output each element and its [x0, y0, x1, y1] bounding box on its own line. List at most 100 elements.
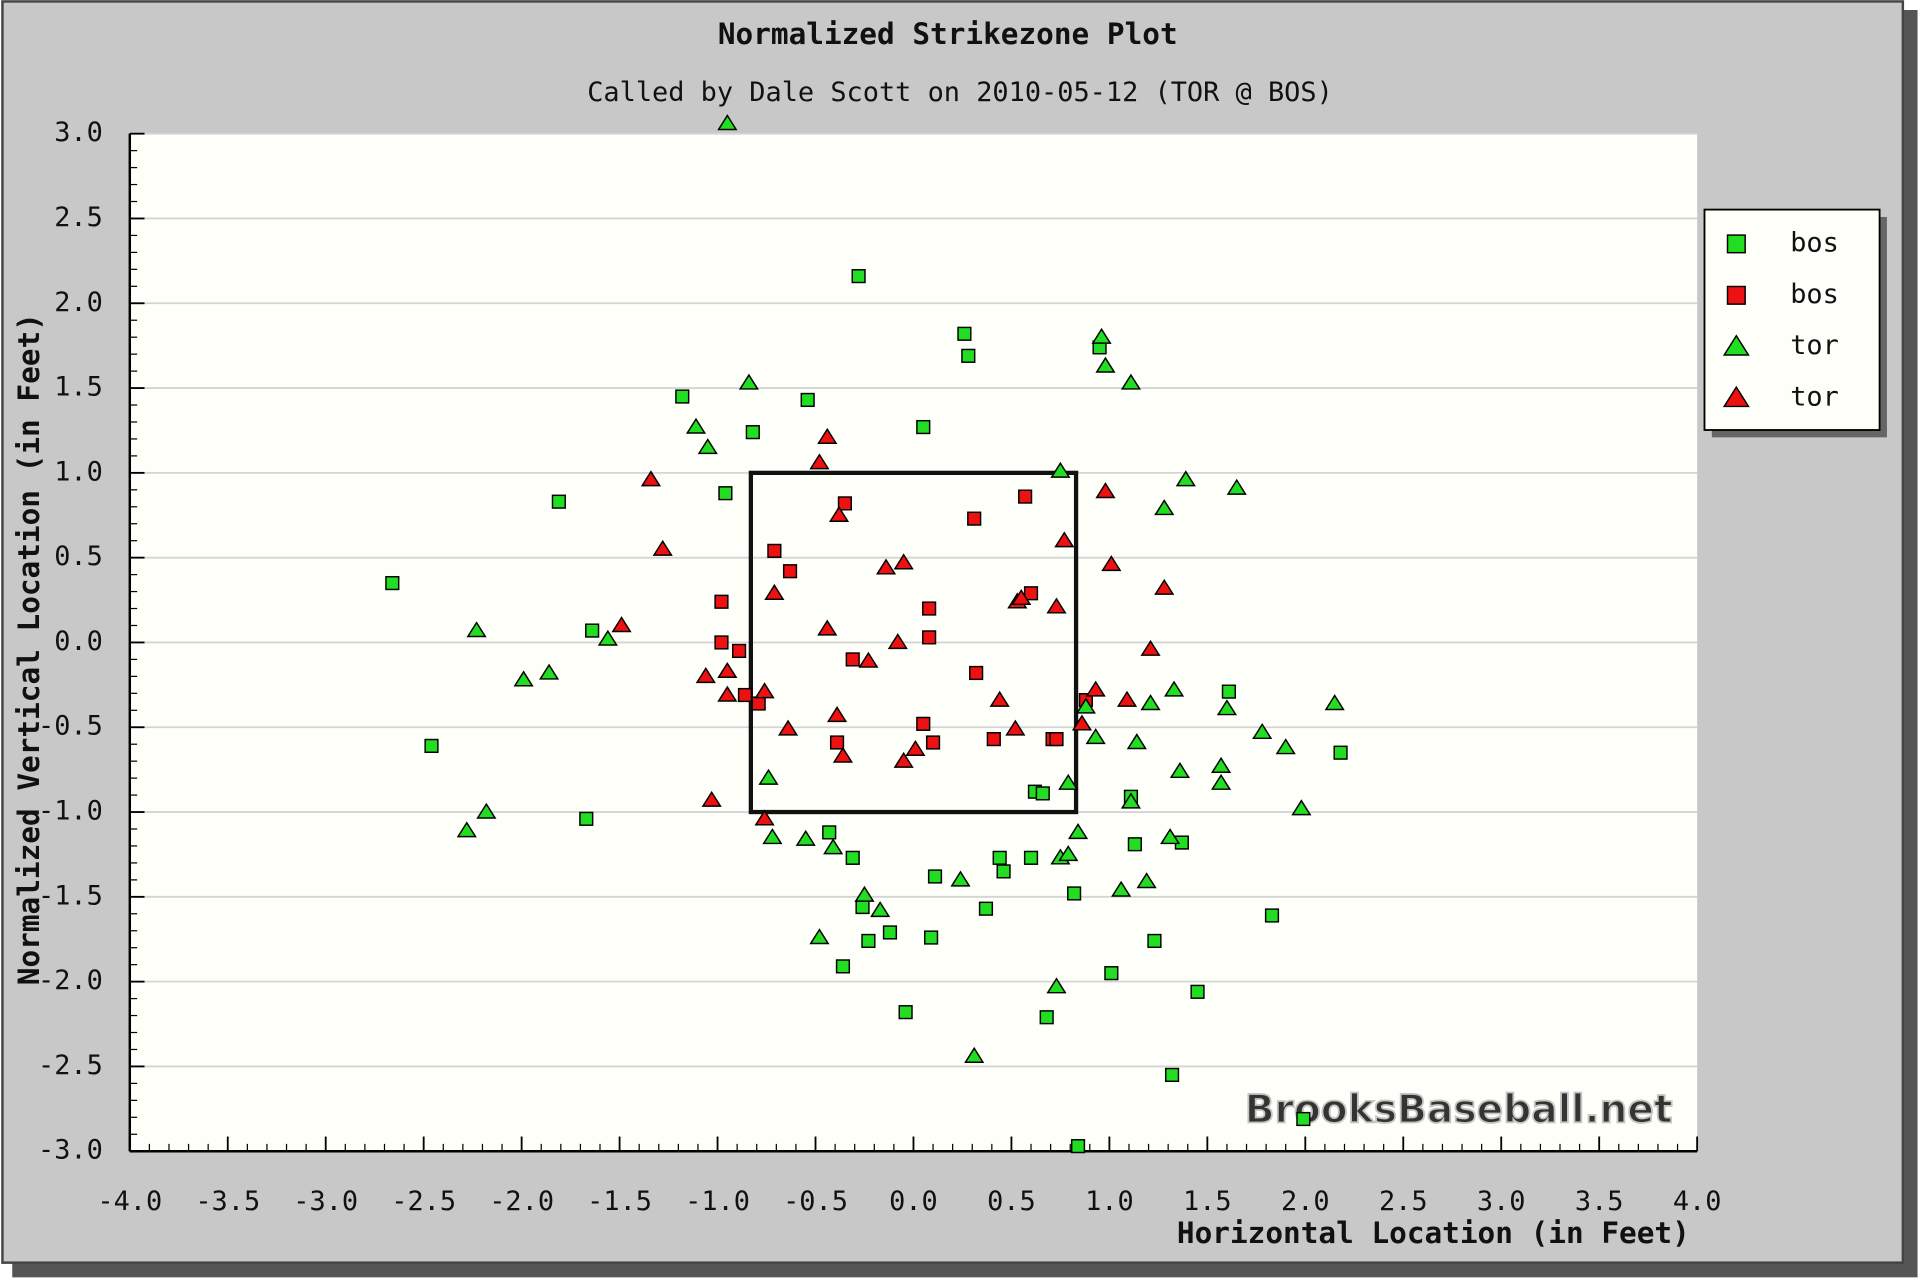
- square-point: [732, 643, 747, 659]
- square-point: [845, 850, 860, 865]
- x-tick-label: 3.0: [1477, 1186, 1526, 1217]
- triangle-point: [640, 470, 662, 487]
- triangle-point: [717, 661, 738, 678]
- legend-label: tor: [1790, 382, 1839, 413]
- square-point: [1221, 684, 1237, 699]
- triangle-point: [854, 885, 875, 902]
- triangle-point: [762, 828, 783, 845]
- triangle-point: [1120, 373, 1142, 390]
- legend: bos bos tor tor: [1703, 208, 1887, 438]
- triangle-point: [1216, 699, 1238, 716]
- triangle-point: [1210, 773, 1232, 790]
- triangle-point: [1071, 714, 1093, 731]
- square-point: [1147, 933, 1162, 949]
- triangle-point: [826, 706, 848, 723]
- y-tick-label: -3.0: [38, 1135, 103, 1166]
- square-point: [837, 496, 852, 511]
- square-point: [835, 959, 851, 974]
- square-point: [927, 869, 943, 884]
- x-tick-label: -1.5: [587, 1186, 652, 1217]
- triangle-point: [817, 619, 838, 636]
- square-point: [1333, 745, 1348, 760]
- triangle-point: [611, 616, 632, 633]
- triangle-point: [1005, 719, 1026, 736]
- triangle-point: [1226, 478, 1247, 495]
- x-tick-label: -1.0: [685, 1186, 750, 1217]
- triangle-point: [1046, 597, 1067, 614]
- triangle-point: [809, 928, 830, 945]
- square-point: [855, 899, 870, 915]
- triangle-point: [1120, 792, 1142, 809]
- triangle-point: [1050, 461, 1071, 478]
- x-tick-label: 1.0: [1085, 1186, 1134, 1217]
- square-point: [551, 494, 566, 509]
- triangle-point: [950, 870, 971, 887]
- square-point: [1018, 489, 1033, 504]
- triangle-point: [1175, 470, 1196, 487]
- square-point: [992, 850, 1007, 865]
- square-point: [969, 665, 984, 681]
- triangle-point: [809, 453, 830, 470]
- legend-marker: [1726, 285, 1746, 305]
- strike-zone: [748, 470, 1079, 815]
- square-point: [1104, 966, 1119, 981]
- triangle-point: [1116, 690, 1138, 707]
- triangle-point: [717, 114, 738, 131]
- square-point: [986, 732, 1001, 747]
- x-tick-label: 2.0: [1281, 1186, 1330, 1217]
- triangle-point: [597, 629, 618, 646]
- square-point: [1264, 908, 1280, 923]
- triangle-point: [1136, 872, 1157, 889]
- triangle-point: [1058, 845, 1079, 862]
- triangle-point: [466, 621, 487, 638]
- square-point: [751, 696, 766, 711]
- x-tick-label: -0.5: [783, 1186, 848, 1217]
- x-tick-label: 0.0: [889, 1186, 938, 1217]
- triangle-point: [1085, 680, 1106, 697]
- triangle-point: [456, 821, 477, 838]
- x-tick-label: 3.5: [1575, 1186, 1624, 1217]
- triangle-point: [777, 719, 799, 736]
- triangle-point: [1101, 555, 1122, 572]
- triangle-point: [1095, 356, 1116, 373]
- square-point: [957, 326, 972, 341]
- legend-marker: [1722, 385, 1750, 408]
- triangle-point: [1324, 694, 1345, 711]
- triangle-point: [1169, 761, 1191, 779]
- triangle-point: [893, 553, 914, 570]
- triangle-point: [717, 685, 738, 702]
- triangle-point: [738, 373, 759, 390]
- square-point: [822, 825, 837, 840]
- triangle-point: [1095, 482, 1116, 499]
- triangle-point: [1160, 828, 1181, 845]
- y-tick-label: -2.0: [38, 965, 103, 996]
- triangle-point: [832, 746, 854, 763]
- square-point: [845, 652, 860, 667]
- square-point: [882, 925, 898, 940]
- triangle-point: [823, 838, 844, 855]
- triangle-point: [1054, 531, 1075, 548]
- y-tick-label: 0.0: [54, 626, 103, 657]
- square-point: [1070, 1139, 1086, 1154]
- x-tick-label: -3.0: [293, 1186, 358, 1217]
- x-tick-label: -3.5: [195, 1186, 260, 1217]
- triangle-point: [1126, 733, 1147, 750]
- square-point: [714, 635, 729, 650]
- y-tick-label: 0.5: [54, 541, 103, 572]
- triangle-point: [1275, 738, 1296, 755]
- triangle-point: [754, 809, 775, 826]
- legend-marker: [1726, 234, 1746, 254]
- square-point: [861, 933, 876, 949]
- square-point: [585, 623, 600, 638]
- triangle-point: [964, 1046, 985, 1063]
- triangle-point: [652, 539, 673, 556]
- square-point: [898, 1005, 913, 1020]
- y-tick-label: -0.5: [38, 711, 103, 742]
- x-tick-label: 0.5: [987, 1186, 1036, 1217]
- square-point: [978, 901, 994, 916]
- x-tick-label: 1.5: [1183, 1186, 1232, 1217]
- square-point: [851, 269, 866, 284]
- legend-label: tor: [1790, 330, 1839, 361]
